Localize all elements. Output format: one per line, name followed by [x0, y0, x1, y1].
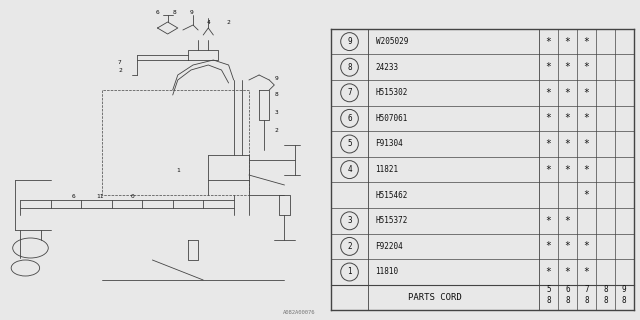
Text: 8: 8 [348, 63, 352, 72]
Text: 9: 9 [189, 10, 193, 14]
Text: 0: 0 [130, 194, 134, 198]
Text: *: * [564, 216, 570, 226]
Text: 11: 11 [96, 194, 103, 198]
Text: *: * [584, 139, 589, 149]
Text: 8: 8 [565, 296, 570, 305]
Text: 7: 7 [348, 88, 352, 97]
Text: 2: 2 [227, 20, 230, 25]
Text: A082A00076: A082A00076 [282, 310, 315, 315]
Text: *: * [564, 62, 570, 72]
Text: *: * [546, 164, 552, 175]
Text: 6: 6 [565, 285, 570, 294]
Text: *: * [564, 88, 570, 98]
Text: F92204: F92204 [376, 242, 403, 251]
Text: 8: 8 [547, 296, 551, 305]
Text: *: * [564, 267, 570, 277]
Text: 9: 9 [348, 37, 352, 46]
Text: *: * [564, 113, 570, 124]
Text: 8: 8 [603, 296, 607, 305]
Text: *: * [564, 139, 570, 149]
Text: 9: 9 [275, 76, 278, 81]
Text: *: * [546, 267, 552, 277]
Text: 9: 9 [622, 285, 627, 294]
Text: *: * [546, 113, 552, 124]
Text: *: * [546, 216, 552, 226]
Text: *: * [584, 190, 589, 200]
Text: *: * [584, 241, 589, 252]
Text: 2: 2 [275, 127, 278, 132]
Text: *: * [584, 62, 589, 72]
Text: 8: 8 [584, 296, 589, 305]
Text: F91304: F91304 [376, 140, 403, 148]
Text: 6: 6 [71, 194, 75, 198]
Text: *: * [584, 88, 589, 98]
Text: *: * [546, 88, 552, 98]
Text: *: * [584, 113, 589, 124]
Text: *: * [564, 164, 570, 175]
Text: H515462: H515462 [376, 191, 408, 200]
Text: 1: 1 [348, 268, 352, 276]
Text: *: * [546, 62, 552, 72]
Text: 8: 8 [275, 92, 278, 98]
Text: 24233: 24233 [376, 63, 399, 72]
Text: 5: 5 [348, 140, 352, 148]
Text: *: * [546, 36, 552, 47]
Text: 11821: 11821 [376, 165, 399, 174]
Text: 11810: 11810 [376, 268, 399, 276]
Text: 1: 1 [176, 167, 180, 172]
Text: PARTS CORD: PARTS CORD [408, 293, 462, 302]
Text: 3: 3 [275, 109, 278, 115]
Text: 8: 8 [622, 296, 627, 305]
Text: *: * [546, 139, 552, 149]
Text: 2: 2 [348, 242, 352, 251]
Text: 7: 7 [584, 285, 589, 294]
Text: 5: 5 [547, 285, 551, 294]
Text: *: * [564, 36, 570, 47]
Text: 4: 4 [348, 165, 352, 174]
Text: 3: 3 [348, 216, 352, 225]
Text: H515302: H515302 [376, 88, 408, 97]
Text: W205029: W205029 [376, 37, 408, 46]
Text: 7: 7 [118, 60, 122, 65]
Text: 6: 6 [348, 114, 352, 123]
Text: 8: 8 [603, 285, 607, 294]
Text: 4: 4 [207, 20, 210, 25]
Text: *: * [584, 267, 589, 277]
Text: 8: 8 [173, 10, 177, 14]
Text: H515372: H515372 [376, 216, 408, 225]
Text: *: * [564, 241, 570, 252]
Text: 6: 6 [156, 10, 159, 14]
Text: *: * [584, 164, 589, 175]
Text: H507061: H507061 [376, 114, 408, 123]
Text: 2: 2 [118, 68, 122, 73]
Text: *: * [546, 241, 552, 252]
Text: *: * [584, 36, 589, 47]
